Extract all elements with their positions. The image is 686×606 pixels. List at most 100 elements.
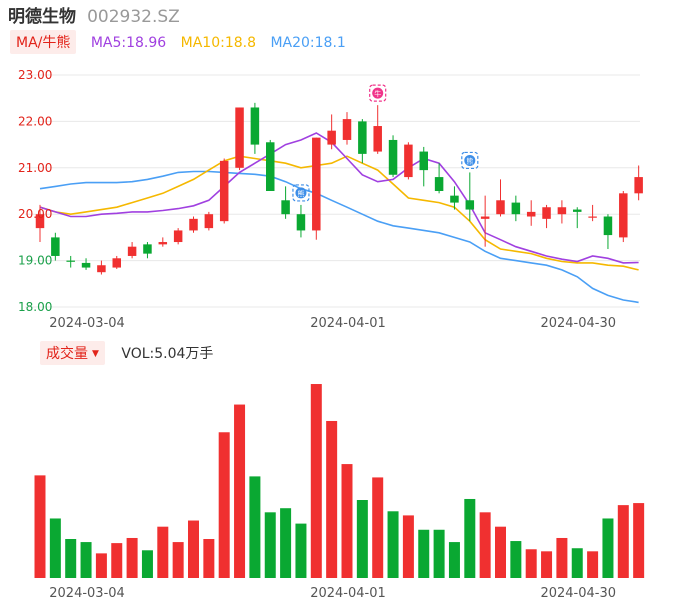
candle (204, 211, 214, 231)
candle (219, 158, 229, 224)
candle-body (81, 262, 91, 268)
candle-body (235, 107, 244, 168)
candle (358, 119, 367, 164)
candle-body (588, 216, 597, 218)
candle-body (358, 121, 367, 154)
marker-frame (461, 151, 479, 170)
candle (312, 137, 321, 240)
candle-body (434, 177, 444, 191)
candle-body (296, 214, 306, 231)
marker-dot (372, 87, 384, 99)
bull-icon: 熊 (292, 184, 310, 202)
candle-body (373, 126, 382, 152)
volume-bar (525, 549, 537, 578)
candle-body (511, 202, 521, 215)
volume-bar (418, 529, 430, 578)
indicator-selector[interactable]: MA/牛熊 (10, 30, 77, 54)
x-tick-label: 2024-04-01 (310, 586, 386, 601)
candle (557, 200, 567, 224)
candle (250, 102, 260, 154)
candle-body (250, 107, 260, 145)
volume-bar (218, 432, 230, 578)
price-grid (25, 74, 640, 308)
candle (281, 186, 290, 219)
ma10-line (39, 155, 639, 271)
candle-body (189, 218, 198, 231)
price-axis: 23.00 22.00 21.00 20.00 19.00 18.00 (18, 68, 52, 314)
volume-bar (49, 518, 61, 578)
candle-body (404, 144, 413, 178)
candle-body (158, 242, 168, 245)
bear-icon: 熊 (461, 151, 479, 170)
volume-bar (65, 539, 77, 578)
volume-bar (387, 511, 399, 578)
volume-bar (433, 529, 445, 578)
candle (388, 135, 398, 178)
candle-body (450, 195, 459, 203)
volume-bar (95, 553, 107, 578)
candle-body (127, 246, 137, 256)
candle-body (66, 260, 75, 262)
candle-body (97, 265, 106, 273)
volume-legend: 成交量 ▼ VOL:5.04万手 (40, 341, 213, 365)
candle (342, 112, 352, 145)
candle (465, 172, 475, 222)
candle (51, 232, 60, 261)
candle-body (112, 258, 121, 268)
candle-body (419, 151, 428, 171)
candle (404, 142, 413, 180)
marker-label: 熊 (297, 189, 304, 198)
candle-body (51, 237, 60, 256)
ma20-label: MA20:18.1 (270, 35, 346, 51)
ma5-line (39, 132, 639, 264)
candle-body (35, 214, 45, 229)
date-axis: 2024-03-04 2024-04-01 2024-04-30 2024-03-04… (49, 316, 616, 601)
candle (66, 255, 75, 268)
y-tick-label: 19.00 (18, 254, 52, 268)
volume-bar (571, 548, 583, 578)
candle-body (143, 244, 152, 254)
candle (189, 216, 198, 233)
candle (81, 258, 91, 270)
candle (419, 146, 428, 187)
volume-bar (249, 476, 261, 578)
candle (480, 195, 490, 247)
candle (588, 204, 597, 222)
volume-bar (264, 512, 276, 578)
volume-bar (326, 420, 338, 578)
candle-body (542, 207, 551, 219)
caret-down-icon: ▼ (92, 349, 99, 359)
volume-bars (34, 384, 645, 578)
candle-body (312, 137, 321, 231)
candle (542, 204, 551, 229)
volume-bar (402, 515, 414, 578)
volume-bar (541, 551, 553, 578)
y-tick-label: 22.00 (18, 114, 52, 128)
candle (511, 195, 521, 222)
volume-bar (356, 500, 368, 578)
candle-body (480, 216, 490, 219)
x-tick-label: 2024-03-04 (49, 586, 125, 601)
volume-bar (556, 537, 568, 578)
volume-indicator-selector[interactable]: 成交量 ▼ (40, 341, 105, 365)
volume-bar (448, 542, 460, 578)
candle-body (327, 130, 336, 145)
stock-header: 明德生物 002932.SZ (8, 2, 180, 28)
candle-body (573, 209, 582, 212)
volume-bar (633, 503, 645, 578)
volume-bar (587, 551, 599, 578)
candle-body (634, 177, 643, 194)
candle-body (526, 211, 536, 217)
candle (127, 242, 137, 259)
candle (526, 200, 536, 226)
x-tick-label: 2024-04-30 (540, 586, 616, 601)
volume-bar (172, 542, 184, 578)
candle (235, 107, 244, 171)
volume-bar (203, 539, 215, 578)
ma20-line (39, 170, 639, 304)
volume-indicator-label: 成交量 (46, 346, 88, 362)
candle (573, 207, 582, 229)
volume-bar (126, 537, 138, 578)
candle (112, 255, 121, 269)
